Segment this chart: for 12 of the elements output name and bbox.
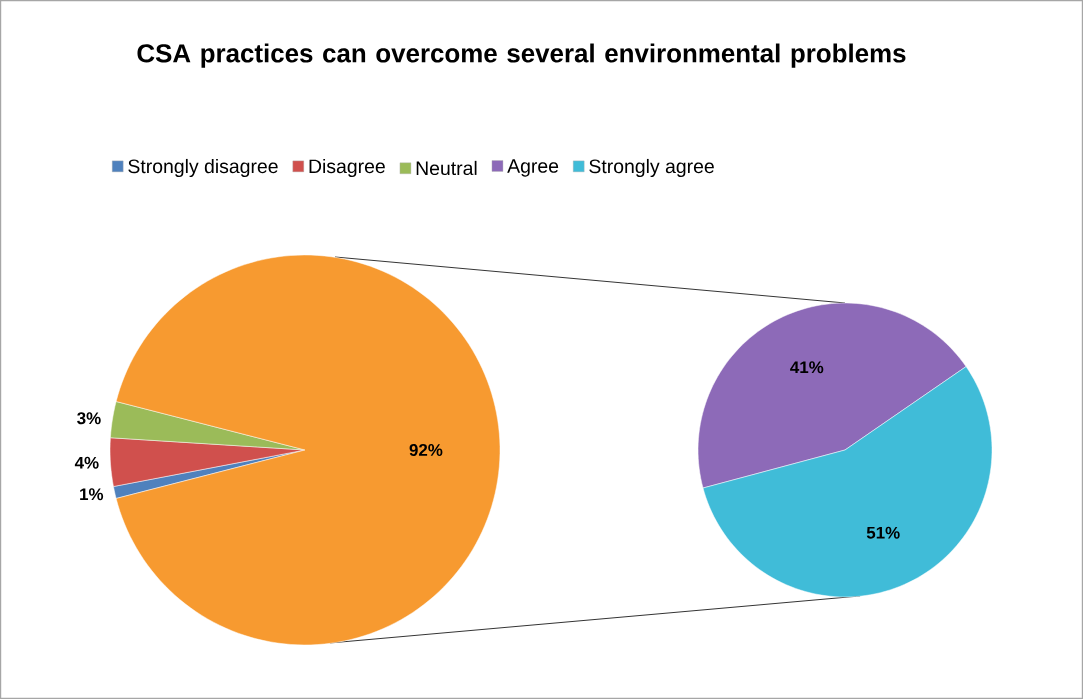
legend-label: Strongly disagree (128, 158, 278, 178)
legend-label: Neutral (416, 160, 477, 176)
data-label: 51% (866, 526, 900, 539)
data-label: 41% (790, 361, 824, 374)
chart-title: CSA practices can overcome several environmental problems (137, 43, 906, 68)
legend-label: Agree (507, 159, 559, 177)
legend-label: Disagree (309, 158, 385, 178)
legend-label: Strongly agree (589, 158, 714, 178)
data-label: 1% (80, 488, 104, 501)
data-label: 92% (409, 443, 443, 456)
data-label: 4% (74, 456, 99, 469)
data-label: 3% (77, 412, 101, 425)
